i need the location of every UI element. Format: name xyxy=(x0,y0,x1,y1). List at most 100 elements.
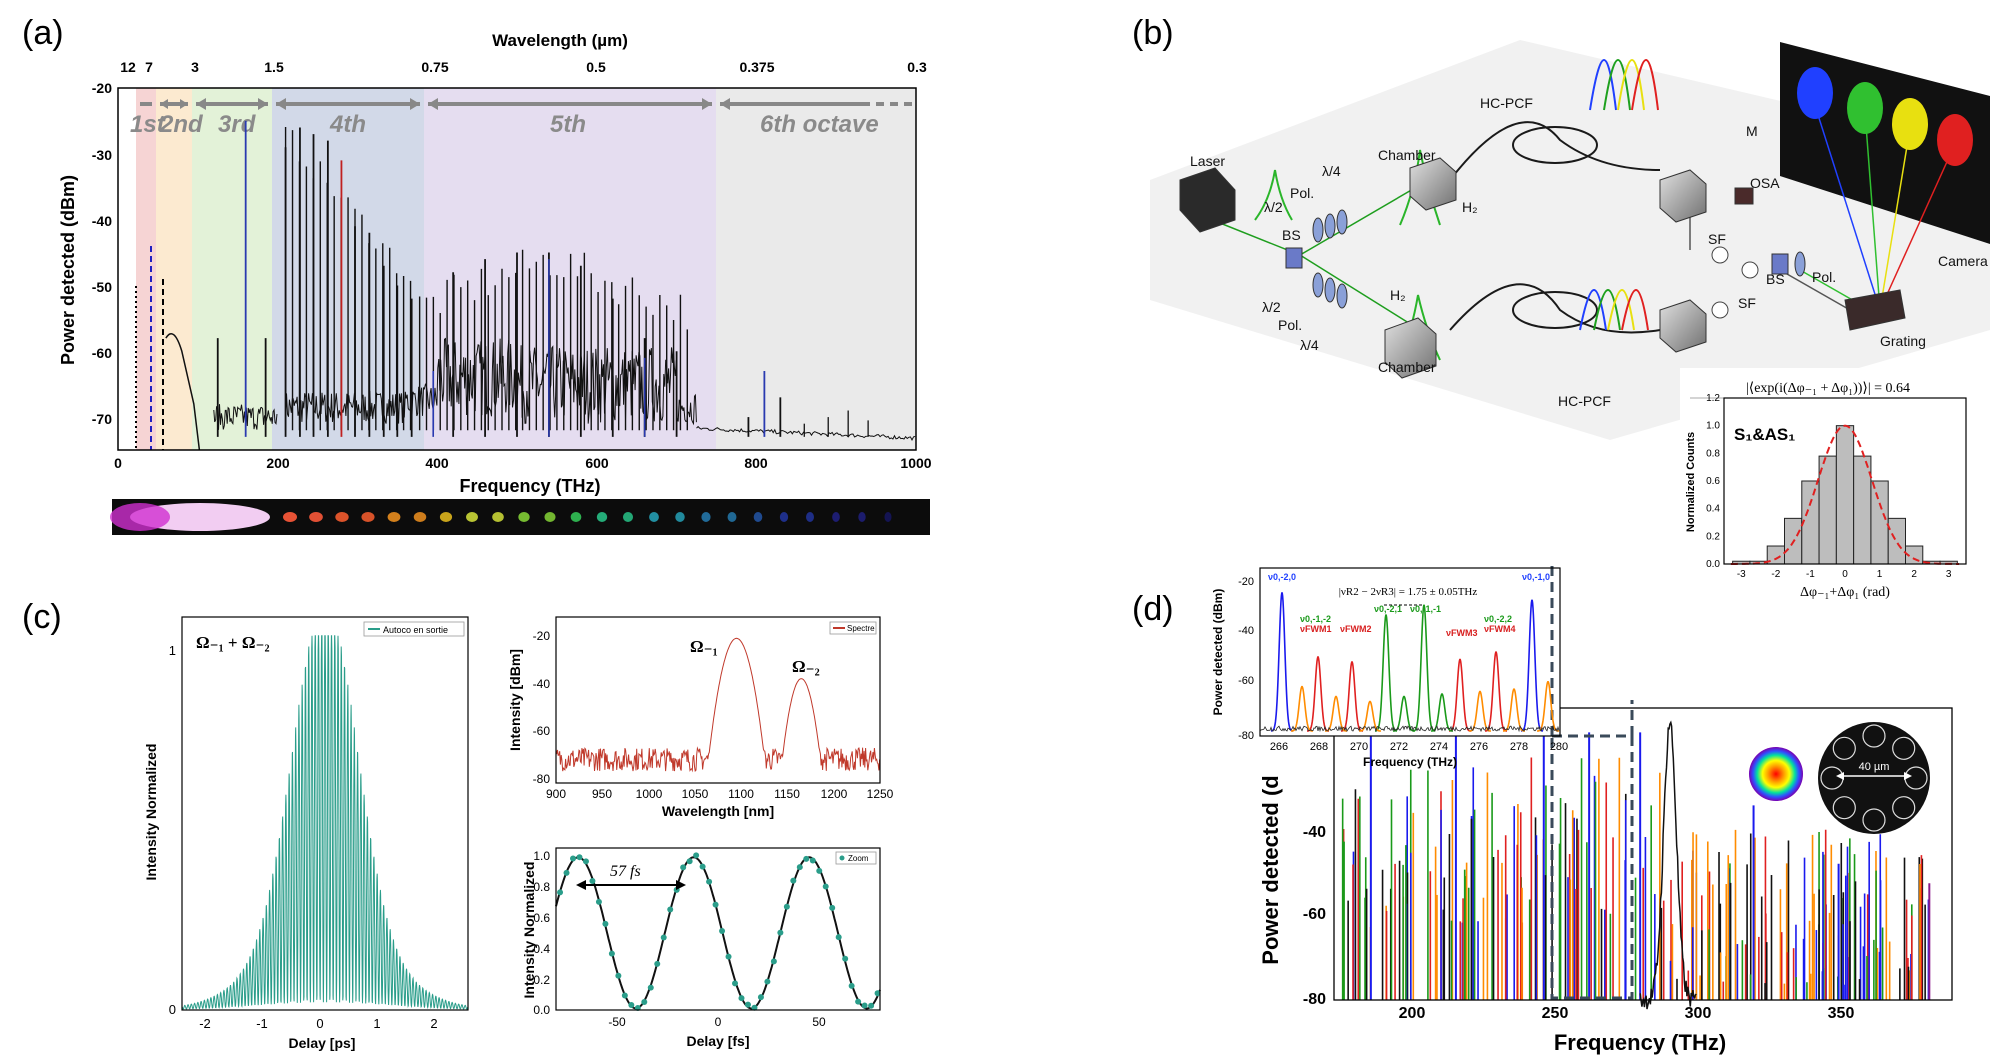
d-inset-frame xyxy=(1259,567,1561,737)
b-label: Pol. xyxy=(1290,185,1314,201)
a-band-3rd xyxy=(192,88,272,450)
a-band-6th xyxy=(716,88,916,450)
c-zoom-point xyxy=(751,1004,758,1011)
c-left-x-tick: 2 xyxy=(430,1016,437,1031)
a-octave-label: 2nd xyxy=(159,111,204,138)
c-zoom-y-tick: 0.6 xyxy=(533,911,550,925)
c-left-ylabel: Intensity Normalized xyxy=(143,744,159,881)
d-inset-y-tick: -60 xyxy=(1238,675,1254,687)
a-photo-glow xyxy=(110,503,170,531)
b-inset-y-tick: 0.8 xyxy=(1706,448,1720,459)
b-label: M xyxy=(1746,123,1758,139)
b-laser xyxy=(1179,167,1236,233)
d-inset-baseline xyxy=(1259,724,1560,733)
b-label: SF xyxy=(1738,295,1756,311)
a-y-tick: -40 xyxy=(92,213,112,229)
c-spec-y-tick: -80 xyxy=(533,772,551,786)
c-zoom-point xyxy=(822,883,829,890)
a-photo-spot xyxy=(335,512,349,522)
d-main-y-tick: -40 xyxy=(1303,824,1326,841)
c-left-x-tick: -1 xyxy=(256,1016,268,1031)
d-inset-x-tick: 272 xyxy=(1390,741,1408,753)
a-x-tick: 600 xyxy=(585,455,609,471)
d-inset-x-tick: 266 xyxy=(1270,741,1288,753)
b-inset-x-tick: 0 xyxy=(1842,569,1848,580)
b-hist-bar xyxy=(1835,425,1855,565)
a-top-tick: 0.375 xyxy=(739,59,774,75)
c-zoom-point xyxy=(757,994,764,1001)
a-x-tick: 200 xyxy=(266,455,290,471)
a-octave-label: 1st xyxy=(130,111,166,138)
a-y-tick: -60 xyxy=(92,345,112,361)
d-main-spectrum xyxy=(1341,720,1931,1010)
a-photo-spot xyxy=(387,512,401,522)
c-zoom-point xyxy=(576,854,583,861)
d-inset-peak-label: ν0,-1,0 xyxy=(1522,572,1550,582)
d-inset-peak-label: ν0,-2,0 xyxy=(1268,572,1296,582)
c-zoom-point xyxy=(829,904,836,911)
a-top-tick: 0.3 xyxy=(907,59,927,75)
d-capillary xyxy=(1892,796,1916,820)
c-spec-x-tick: 1250 xyxy=(867,787,894,801)
c-zoom-point xyxy=(660,934,667,941)
b-grating xyxy=(1844,289,1906,331)
a-photo-spot xyxy=(806,512,814,522)
c-left-y-tick: 0 xyxy=(169,1002,176,1017)
a-octave-label: 6th octave xyxy=(760,111,879,138)
b-label: SF xyxy=(1708,231,1726,247)
c-zoom-point xyxy=(706,878,713,885)
a-top-tick: 3 xyxy=(191,59,199,75)
b-inset-ylabel: Normalized Counts xyxy=(1685,432,1697,532)
panel-c: Ω₋₁ + Ω₋₂ Autoco en sortie 0 1 -2 -1 0 1… xyxy=(143,616,894,1051)
c-zoom-point xyxy=(835,934,842,941)
a-octave-label: 3rd xyxy=(218,111,257,138)
d-inset-equation: |νR2 − 2νR3| = 1.75 ± 0.05THz xyxy=(1339,586,1478,598)
c-zoom-point xyxy=(738,995,745,1002)
c-zoom-x-tick: 0 xyxy=(715,1015,722,1029)
d-main-y-tick: -60 xyxy=(1303,906,1326,923)
c-zoom-point xyxy=(732,980,739,987)
panel-label-b: (b) xyxy=(1132,14,1174,52)
d-pump-peak xyxy=(1639,720,1697,1010)
d-inset-x-tick: 270 xyxy=(1350,741,1368,753)
panel-b: Laser BS λ/2 Pol. λ/4 Chamber H₂ HC-PCF … xyxy=(1150,40,1990,600)
b-label: H₂ xyxy=(1390,287,1406,303)
a-photo-spot xyxy=(466,512,478,522)
b-output-box-bottom xyxy=(1659,299,1707,353)
panel-d: -40 -60 -80 200 250 300 350 Frequency (T… xyxy=(1208,566,1953,1055)
b-inset-x-tick: -2 xyxy=(1771,569,1780,580)
d-inset-peak-label: ν0,-1,-1 xyxy=(1410,604,1441,614)
c-zoom-point xyxy=(602,920,609,927)
a-photo-spot xyxy=(283,512,297,522)
c-autoco-trace xyxy=(181,635,469,1010)
c-zoom-ylabel: Intensity Normalized xyxy=(521,862,537,999)
c-spec-legend: Spectre xyxy=(847,624,875,633)
c-spec-y-tick: -20 xyxy=(533,629,551,643)
b-label: Laser xyxy=(1190,153,1225,169)
b-bs-right xyxy=(1771,253,1789,275)
c-zoom-annotation: 57 fs xyxy=(610,863,641,880)
d-inset-y-tick: -80 xyxy=(1238,730,1254,742)
d-inset-y-tick: -40 xyxy=(1238,625,1254,637)
c-zoom-point xyxy=(725,953,732,960)
c-zoom-point xyxy=(874,990,881,997)
c-left-x-tick: 0 xyxy=(316,1016,323,1031)
c-zoom-point xyxy=(809,857,816,864)
c-spectrum-trace xyxy=(555,637,881,773)
b-inset-title: |⟨exp(i(Δφ₋₁ + Δφ₁))⟩| = 0.64 xyxy=(1746,381,1910,396)
d-inset-spectrum xyxy=(1259,592,1560,733)
c-zoom-point xyxy=(770,958,777,965)
b-inset-xlabel: Δφ₋₁+Δφ₁ (rad) xyxy=(1800,585,1890,600)
d-inset-peak xyxy=(1503,688,1525,732)
c-zoom-point xyxy=(557,889,564,896)
c-left-x-tick: -2 xyxy=(199,1016,211,1031)
a-photo-spot xyxy=(570,512,582,522)
a-top-tick: 12 xyxy=(120,59,136,75)
d-inset-peak-label: ν0,-1,-2 xyxy=(1300,614,1331,624)
b-screen-spots xyxy=(1797,67,1973,166)
c-zoom-point xyxy=(842,955,849,962)
d-inset-peak xyxy=(1291,685,1313,732)
a-band-2nd xyxy=(156,88,192,450)
c-zoom-point xyxy=(641,998,648,1005)
